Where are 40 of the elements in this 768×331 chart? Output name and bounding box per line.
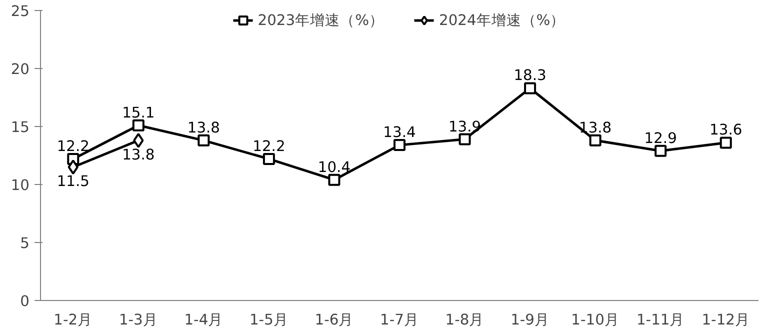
y-tick-label: 15 — [10, 119, 30, 136]
x-tick-label: 1-10月 — [571, 312, 620, 328]
y-tick-label: 10 — [10, 177, 30, 194]
y-tick-label: 20 — [10, 61, 30, 78]
data-label: 18.3 — [514, 67, 546, 84]
x-tick-label: 1-6月 — [314, 312, 354, 328]
point — [589, 134, 602, 146]
point — [132, 119, 144, 132]
data-label: 15.1 — [122, 104, 155, 122]
data-label: 12.2 — [56, 138, 90, 155]
y-tick-label: 25 — [10, 3, 30, 20]
data-label: 13.8 — [122, 146, 155, 164]
point — [262, 152, 275, 165]
legend-label: 2023年增速（%） — [258, 10, 384, 30]
data-label: 13.4 — [383, 124, 416, 142]
data-label: 11.5 — [56, 173, 90, 190]
y-tick-label: 5 — [20, 235, 30, 252]
data-label: 13.6 — [710, 122, 742, 139]
data-label: 13.8 — [187, 119, 220, 136]
point — [328, 174, 340, 186]
x-tick-label: 1-3月 — [118, 312, 158, 328]
point — [524, 82, 536, 94]
point — [394, 139, 406, 152]
legend-label: 2024年增速（%） — [439, 10, 566, 30]
point — [654, 144, 667, 157]
x-tick-label: 1-8月 — [445, 312, 484, 328]
point — [458, 133, 471, 146]
x-tick-label: 1-4月 — [184, 312, 224, 328]
x-tick-label: 1-9月 — [510, 312, 550, 328]
x-tick-label: 1-12月 — [702, 312, 750, 328]
x-tick-label: 1-2月 — [54, 312, 93, 328]
x-tick-label: 1-11月 — [636, 312, 685, 328]
x-tick-label: 1-7月 — [380, 312, 419, 328]
y-tick-label: 0 — [20, 293, 30, 310]
x-tick-label: 1-5月 — [249, 312, 288, 328]
point — [720, 136, 732, 149]
data-label: 12.2 — [252, 138, 286, 155]
data-label: 10.4 — [318, 158, 351, 176]
point — [198, 134, 210, 146]
data-label: 12.9 — [644, 130, 677, 147]
